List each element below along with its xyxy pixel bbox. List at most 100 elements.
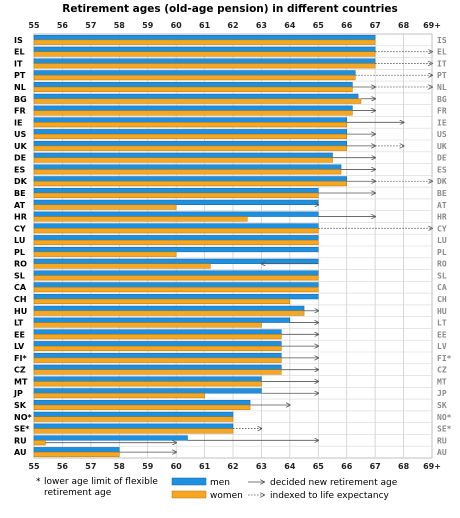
bar-men bbox=[33, 93, 359, 100]
bar-women bbox=[33, 63, 376, 69]
bar-women bbox=[33, 275, 319, 281]
x-tick-label-bottom: 69+ bbox=[423, 462, 441, 471]
country-label-right: ES bbox=[437, 165, 447, 174]
x-tick-label-bottom: 62 bbox=[227, 462, 238, 471]
country-label: RU bbox=[14, 436, 27, 445]
legend-label-women: women bbox=[210, 491, 243, 501]
bar-men bbox=[33, 282, 319, 288]
bar-men bbox=[33, 423, 234, 429]
country-label: LU bbox=[14, 236, 25, 245]
x-tick-label-bottom: 57 bbox=[85, 462, 96, 471]
footnote-text-line2: retirement age bbox=[44, 488, 112, 498]
x-tick-label-bottom: 61 bbox=[199, 462, 211, 471]
bar-women bbox=[33, 51, 376, 57]
bar-men bbox=[33, 329, 282, 335]
country-label: RO bbox=[14, 260, 27, 269]
bar-men bbox=[33, 70, 356, 76]
bar-women bbox=[33, 286, 319, 293]
country-label: LV bbox=[14, 342, 25, 351]
bar-women bbox=[33, 110, 353, 116]
x-tick-label-bottom: 64 bbox=[284, 462, 296, 471]
country-label-right: CY bbox=[437, 224, 447, 233]
bar-women bbox=[33, 440, 46, 446]
country-label: DK bbox=[14, 177, 28, 186]
x-tick-label-bottom: 60 bbox=[171, 462, 183, 471]
country-label-right: PT bbox=[437, 71, 447, 80]
bar-women bbox=[33, 86, 353, 92]
bar-men bbox=[33, 258, 319, 264]
country-label-right: HU bbox=[437, 307, 447, 316]
bar-women bbox=[33, 428, 234, 434]
country-label: NL bbox=[14, 83, 26, 92]
country-label: EE bbox=[14, 330, 25, 339]
grid bbox=[33, 33, 433, 459]
country-label: US bbox=[14, 130, 26, 139]
country-label-right: LU bbox=[437, 236, 447, 245]
bar-men bbox=[33, 341, 282, 347]
x-tick-label-bottom: 55 bbox=[28, 462, 40, 471]
country-label: FI* bbox=[14, 354, 27, 363]
x-tick-label-top: 67 bbox=[370, 21, 381, 30]
x-tick-label-top: 64 bbox=[284, 21, 296, 30]
country-label: SK bbox=[14, 401, 27, 410]
country-label-right: IE bbox=[437, 118, 447, 127]
x-tick-label-bottom: 63 bbox=[256, 462, 267, 471]
x-tick-label-top: 60 bbox=[171, 21, 183, 30]
country-label-right: IT bbox=[437, 59, 447, 68]
bar-men bbox=[33, 364, 282, 370]
country-label-right: LT bbox=[437, 319, 447, 328]
country-label-right: EE bbox=[437, 330, 447, 339]
country-label: PL bbox=[14, 248, 25, 257]
country-label: MT bbox=[14, 377, 28, 386]
country-label: AU bbox=[14, 448, 26, 457]
x-tick-label-top: 59 bbox=[142, 21, 154, 30]
country-label-right: UK bbox=[437, 142, 447, 151]
legend-label-men: men bbox=[210, 478, 230, 488]
x-tick-label-bottom: 56 bbox=[57, 462, 69, 471]
country-label-right: CA bbox=[437, 283, 447, 292]
country-label: HU bbox=[14, 307, 27, 316]
bar-men bbox=[33, 34, 376, 41]
country-label: JP bbox=[13, 389, 23, 398]
country-label-right: US bbox=[437, 130, 447, 139]
country-label: CH bbox=[14, 295, 27, 304]
country-label-right: BG bbox=[437, 95, 447, 104]
bar-men bbox=[33, 435, 188, 441]
bar-men bbox=[33, 388, 262, 394]
bar-women bbox=[33, 192, 319, 198]
country-label: LT bbox=[14, 319, 24, 328]
x-tick-label-top: 69+ bbox=[423, 21, 441, 30]
bar-women bbox=[33, 416, 234, 422]
bar-women bbox=[33, 169, 342, 175]
bar-women bbox=[33, 263, 211, 269]
x-tick-label-top: 56 bbox=[57, 21, 69, 30]
legend-swatch-women bbox=[171, 490, 207, 499]
country-label: IT bbox=[14, 59, 23, 68]
x-tick-label-top: 57 bbox=[85, 21, 96, 30]
country-label-right: NL bbox=[437, 83, 447, 92]
country-label: UK bbox=[14, 142, 27, 151]
country-label: BG bbox=[14, 95, 27, 104]
x-tick-label-bottom: 66 bbox=[341, 462, 353, 471]
x-tick-label-top: 58 bbox=[114, 21, 126, 30]
bar-men bbox=[33, 140, 347, 147]
bar-men bbox=[33, 235, 319, 241]
x-tick-label-top: 55 bbox=[28, 21, 40, 30]
bar-men bbox=[33, 317, 291, 323]
footnote-mark: * bbox=[36, 477, 41, 487]
x-tick-label-top: 63 bbox=[256, 21, 267, 30]
bar-men bbox=[33, 223, 319, 229]
country-label: AT bbox=[14, 201, 26, 210]
country-label: CZ bbox=[14, 366, 26, 375]
bar-men bbox=[33, 152, 333, 158]
bar-women bbox=[33, 322, 262, 328]
bar-women bbox=[33, 216, 248, 222]
country-label-right: DK bbox=[437, 177, 447, 186]
country-label: ES bbox=[14, 165, 25, 174]
country-label: HR bbox=[14, 213, 27, 222]
x-tick-label-bottom: 58 bbox=[114, 462, 126, 471]
x-tick-label-top: 62 bbox=[227, 21, 238, 30]
x-tick-label-bottom: 65 bbox=[313, 462, 325, 471]
country-label-right: CZ bbox=[437, 366, 447, 375]
